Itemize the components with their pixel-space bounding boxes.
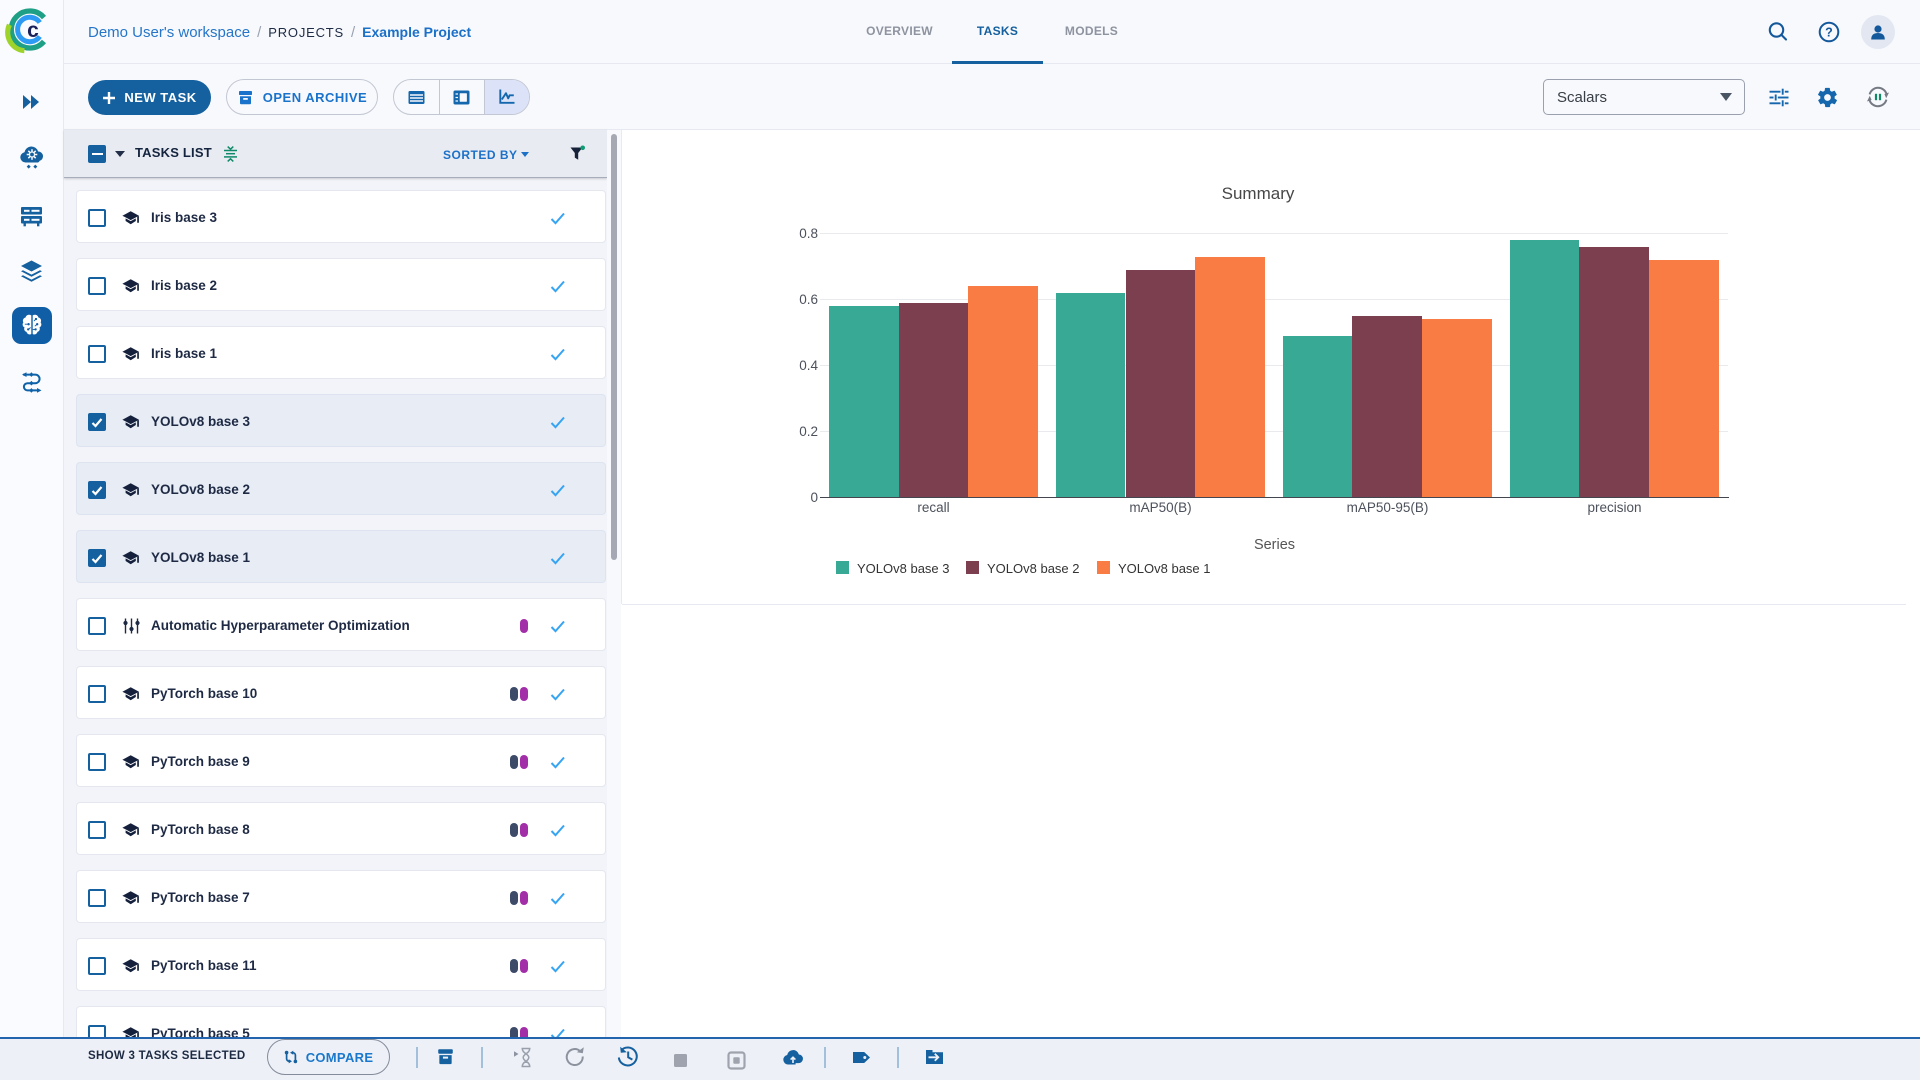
svg-text:c: c <box>27 19 39 42</box>
svg-text:?: ? <box>1825 25 1833 39</box>
